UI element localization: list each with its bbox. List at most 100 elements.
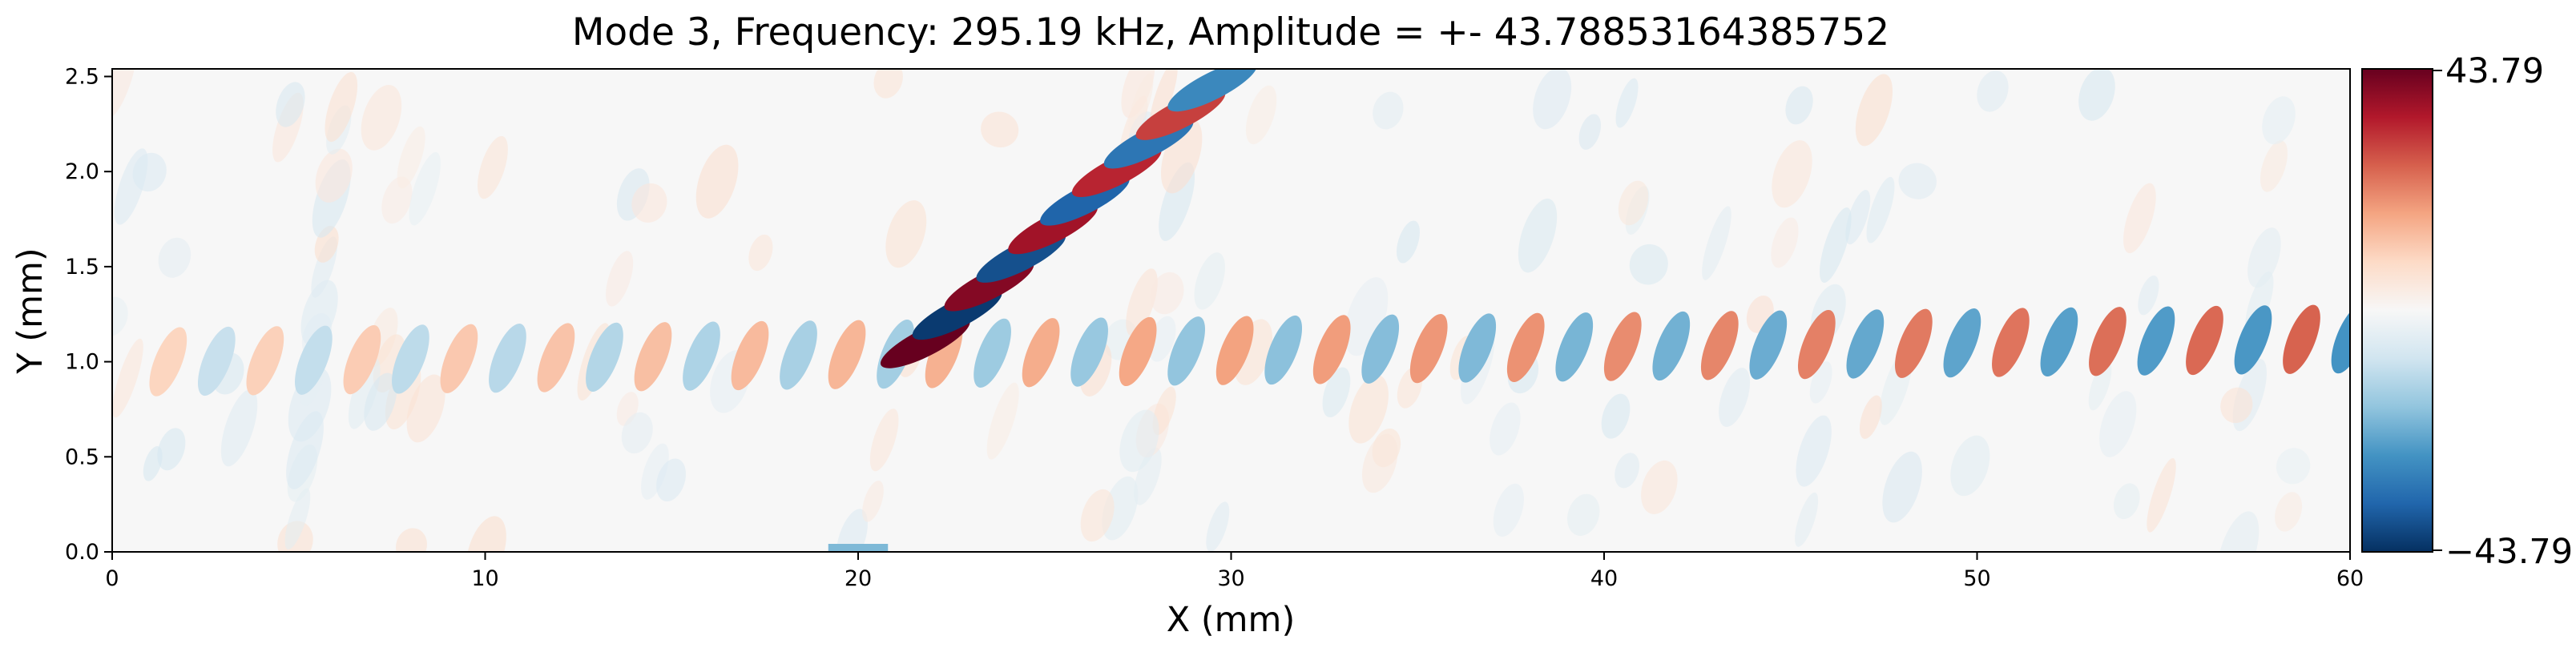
plate-mode-lobe	[1119, 316, 1157, 387]
noise-streak	[1322, 367, 1351, 418]
noise-streak	[1771, 217, 1799, 268]
plate-mode-lobe	[1555, 312, 1594, 382]
noise-streak	[1128, 73, 1154, 134]
noise-streak	[276, 82, 305, 127]
plate-mode-lobe	[1215, 316, 1254, 385]
noise-streak	[2099, 391, 2137, 457]
plate-mode-lobe	[2234, 305, 2272, 375]
plate-mode-lobe	[1264, 315, 1303, 385]
plate-mode-lobe	[2137, 306, 2175, 376]
noise-streak	[981, 111, 1019, 148]
noise-streak	[158, 237, 191, 278]
noise-streak	[869, 408, 899, 472]
noise-streak	[364, 372, 397, 431]
noise-streak	[2262, 96, 2296, 145]
plate-mode-lobe	[1797, 309, 1836, 380]
noise-streak	[2113, 483, 2140, 520]
noise-streak	[2217, 511, 2260, 552]
noise-streak	[1533, 69, 1572, 130]
plate-mode-lobe	[1167, 316, 1205, 386]
plate-mode-lobe	[634, 322, 672, 392]
plate-mode-lobe	[392, 324, 429, 394]
noise-streak	[1578, 114, 1602, 150]
noise-streak	[1702, 206, 1731, 280]
noise-streak	[873, 69, 903, 99]
noise-streak	[1796, 415, 1832, 487]
noise-streak	[1194, 252, 1225, 310]
noise-streak	[361, 85, 402, 151]
noise-streak	[477, 135, 508, 199]
plate-mode-lobe	[1361, 314, 1400, 384]
noise-streak	[406, 374, 445, 443]
x-axis: 0 10 20 30 40 50 60	[105, 552, 2364, 591]
y-axis-label: Y (mm)	[10, 248, 50, 374]
noise-streak	[1859, 395, 1882, 439]
noise-streak	[409, 151, 441, 226]
noise-streak	[1373, 91, 1404, 130]
noise-streak	[1396, 220, 1421, 264]
plate-mode-lobe	[2040, 307, 2078, 377]
plate-mode-lobe	[2331, 304, 2350, 374]
heatmap-field	[112, 69, 2350, 552]
x-tick-label: 40	[1590, 566, 1618, 591]
noise-streak	[397, 126, 425, 189]
plate-mode-lobe	[1943, 308, 1981, 378]
noise-streak	[1795, 492, 1819, 547]
noise-streak	[2275, 492, 2303, 532]
noise-streak	[2088, 360, 2112, 411]
plate-mode-lobe	[828, 320, 866, 389]
noise-streak	[1080, 489, 1115, 542]
noise-streak	[348, 357, 381, 429]
plate-mode-lobe	[2186, 305, 2223, 376]
y-tick-label: 0.0	[65, 540, 99, 565]
plate-mode-lobe	[1022, 318, 1060, 388]
noise-streak	[220, 389, 258, 467]
noise-streak	[1518, 198, 1558, 273]
chart-title: Mode 3, Frequency: 295.19 kHz, Amplitude…	[572, 10, 1889, 54]
plot-background	[112, 69, 2350, 552]
noise-streak	[1845, 190, 1871, 245]
plate-mode-lobe	[1846, 309, 1885, 379]
x-tick-label: 20	[845, 566, 872, 591]
plate-mode-lobe	[780, 320, 817, 390]
x-tick-label: 10	[471, 566, 498, 591]
plate-mode-lobe	[1458, 313, 1497, 383]
plate-mode-lobe	[489, 324, 526, 393]
plate-mode-lobe	[1895, 308, 1933, 378]
x-axis-label: X (mm)	[1167, 600, 1295, 640]
noise-streak	[656, 458, 687, 502]
noise-streak	[1126, 268, 1158, 336]
plate-mode-lobe	[246, 326, 284, 396]
noise-streak	[1866, 176, 1895, 243]
noise-streak	[1206, 501, 1230, 552]
noise-streak	[157, 428, 186, 471]
plate-mode-lobe	[149, 327, 187, 396]
noise-streak	[885, 200, 927, 268]
noise-streak	[986, 382, 1019, 460]
noise-streak	[1629, 243, 1668, 285]
plate-mode-lobe	[2283, 304, 2320, 374]
plate-mode-lobe	[1070, 317, 1108, 387]
noise-streak	[1134, 447, 1162, 505]
noise-streak	[2147, 458, 2176, 533]
noise-streak	[1719, 368, 1751, 428]
noise-streak	[1102, 476, 1139, 541]
noise-streak	[396, 528, 427, 552]
noise-streak	[2138, 275, 2159, 316]
noise-streak	[1855, 74, 1893, 147]
plate-mode-lobe	[537, 323, 575, 392]
plate-mode-lobe	[295, 325, 333, 395]
oblique-beam	[880, 69, 1258, 368]
noise-streak	[1950, 435, 1990, 497]
plate-mode-lobe	[343, 324, 381, 395]
y-axis: 0.0 0.5 1.0 1.5 2.0 2.5	[65, 64, 112, 565]
noise-streak	[606, 251, 634, 307]
noise-streak	[2247, 227, 2281, 288]
plate-mode-lobe	[1700, 311, 1739, 380]
noise-streak	[284, 488, 311, 549]
y-tick-label: 1.5	[65, 255, 99, 280]
x-tick-label: 0	[105, 566, 119, 591]
plate-mode-lobe	[1992, 308, 2030, 377]
colorbar	[2361, 68, 2433, 553]
